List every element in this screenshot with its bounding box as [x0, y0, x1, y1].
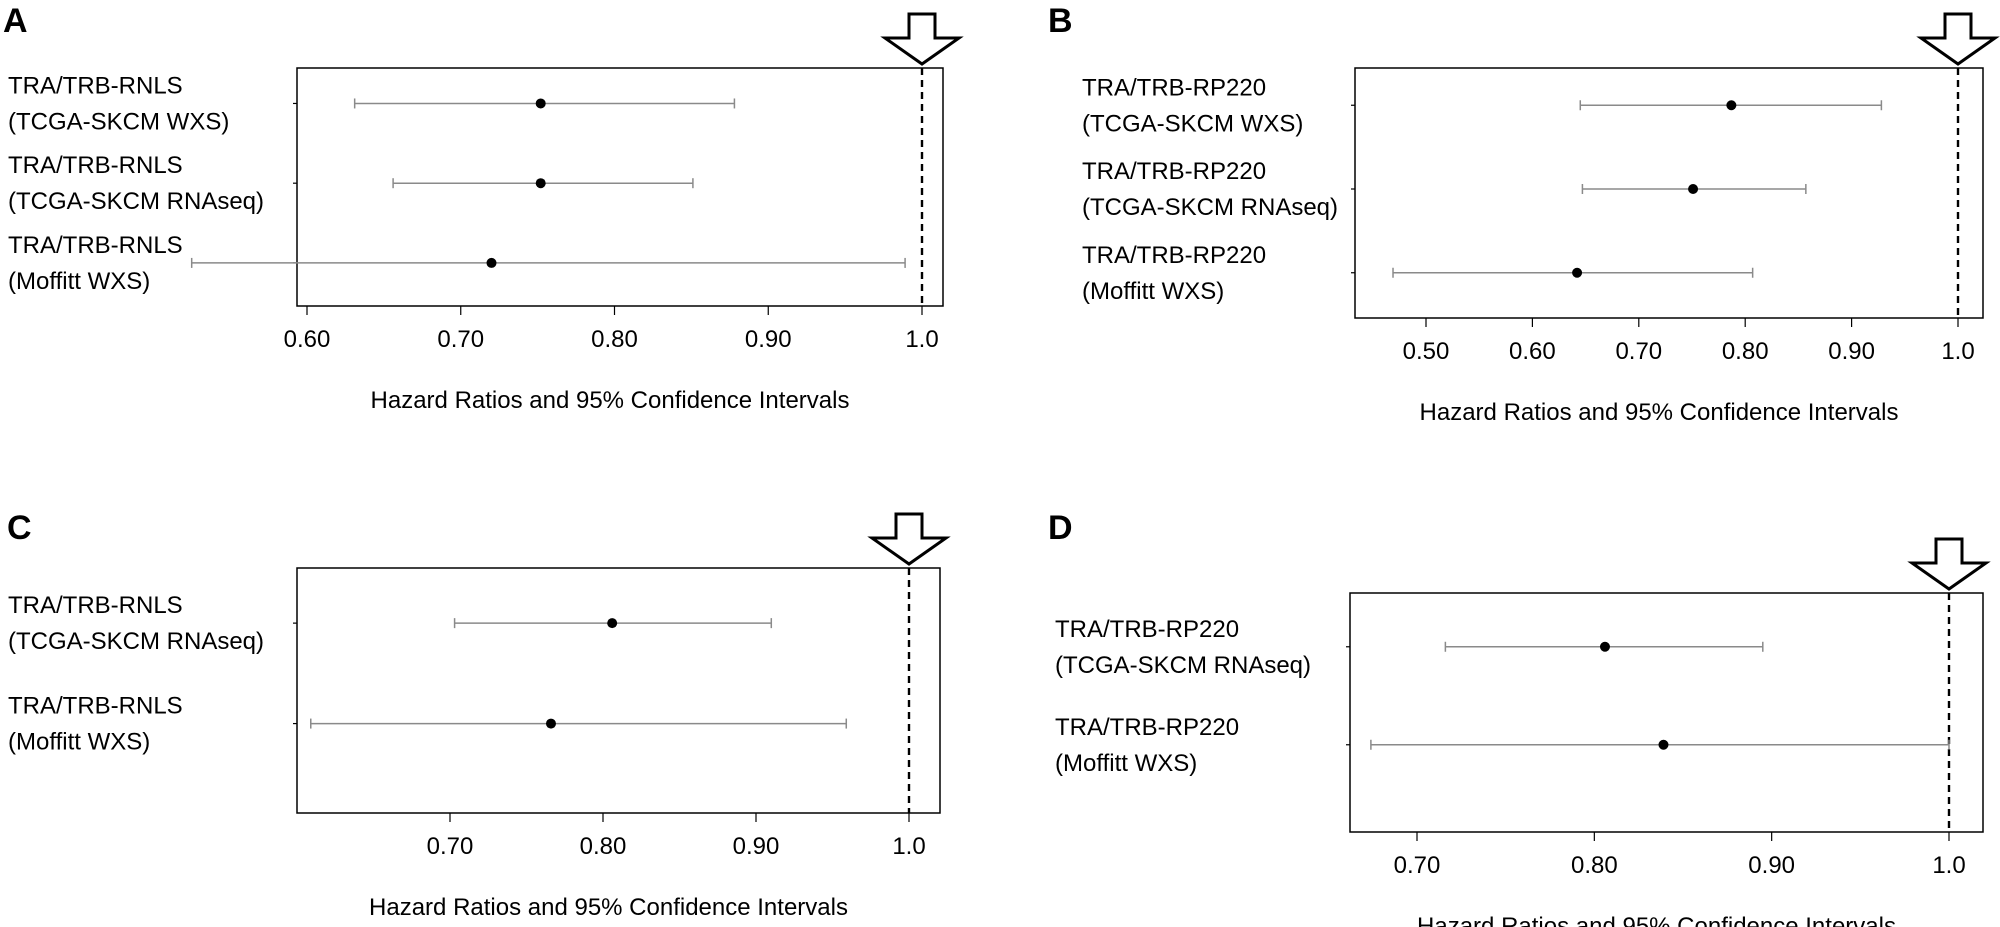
- down-arrow-icon: [880, 12, 964, 66]
- row-label-marker: TRA/TRB-RNLS: [8, 592, 183, 619]
- x-tick-label: 0.80: [591, 326, 638, 353]
- x-axis-label: Hazard Ratios and 95% Confidence Interva…: [1420, 399, 1899, 426]
- row-label-marker: TRA/TRB-RP220: [1082, 158, 1266, 185]
- hazard-ratio-point: [1726, 100, 1737, 111]
- row-label-marker: TRA/TRB-RP220: [1082, 74, 1266, 101]
- x-tick-label: 1.0: [1932, 852, 1965, 879]
- hazard-ratio-point: [535, 98, 546, 109]
- x-tick-label: 0.70: [1615, 338, 1662, 365]
- down-arrow-icon: [1916, 12, 2000, 66]
- plot-frame: [296, 67, 944, 307]
- x-axis-label: Hazard Ratios and 95% Confidence Interva…: [1417, 913, 1896, 927]
- x-axis-label: Hazard Ratios and 95% Confidence Interva…: [371, 387, 850, 414]
- x-tick-label: 0.90: [1828, 338, 1875, 365]
- row-label-cohort: (TCGA-SKCM RNAseq): [8, 628, 264, 655]
- x-tick-label: 1.0: [905, 326, 938, 353]
- down-arrow-icon: [1907, 537, 1991, 591]
- hazard-ratio-point: [545, 718, 556, 729]
- x-axis-label: Hazard Ratios and 95% Confidence Interva…: [369, 894, 848, 921]
- row-label-cohort: (TCGA-SKCM RNAseq): [8, 188, 264, 215]
- x-tick-label: 0.70: [437, 326, 484, 353]
- hazard-ratio-point: [1572, 267, 1583, 278]
- row-label-cohort: (Moffitt WXS): [1082, 278, 1224, 305]
- x-tick-label: 0.90: [733, 833, 780, 860]
- x-tick-label: 1.0: [892, 833, 925, 860]
- panel-letter-d: D: [1048, 509, 1073, 547]
- forest-plot-d: 0.70 0.80 0.90 1.0 Hazard Ratios and 95% Con…: [1055, 537, 1991, 927]
- x-tick-label: 0.90: [745, 326, 792, 353]
- x-tick-label: 1.0: [1941, 338, 1974, 365]
- row-label-cohort: (Moffitt WXS): [1055, 750, 1197, 777]
- row-label-marker: TRA/TRB-RNLS: [8, 152, 183, 179]
- hazard-ratio-point: [1599, 641, 1610, 652]
- forest-plot-c: 0.70 0.80 0.90 1.0 Hazard Ratios and 95% Con…: [8, 512, 951, 921]
- row-label-marker: TRA/TRB-RP220: [1055, 714, 1239, 741]
- row-label-cohort: (TCGA-SKCM WXS): [1082, 110, 1303, 137]
- plot-frame: [296, 567, 941, 814]
- hazard-ratio-point: [607, 618, 618, 629]
- x-tick-label: 0.80: [1722, 338, 1769, 365]
- x-tick-label: 0.70: [427, 833, 474, 860]
- row-label-cohort: (Moffitt WXS): [8, 268, 150, 295]
- row-label-marker: TRA/TRB-RNLS: [8, 693, 183, 720]
- row-label-marker: TRA/TRB-RP220: [1055, 616, 1239, 643]
- hazard-ratio-point: [1658, 739, 1669, 750]
- down-arrow-icon: [867, 512, 951, 566]
- hazard-ratio-point: [535, 178, 546, 189]
- row-label-marker: TRA/TRB-RP220: [1082, 242, 1266, 269]
- plot-frame: [1349, 592, 1984, 833]
- hazard-ratio-point: [1688, 184, 1699, 194]
- hazard-ratio-point: [486, 257, 497, 268]
- row-label-cohort: (TCGA-SKCM RNAseq): [1082, 194, 1338, 221]
- forest-plot-a: 0.60 0.70 0.80 0.90 1.0 Hazard Ratios and 95%…: [8, 12, 964, 414]
- panel-letter-b: B: [1048, 2, 1073, 40]
- panel-letter-c: C: [7, 509, 32, 547]
- x-tick-label: 0.80: [580, 833, 627, 860]
- row-label-cohort: (TCGA-SKCM WXS): [8, 108, 229, 135]
- row-label-cohort: (Moffitt WXS): [8, 729, 150, 756]
- row-label-marker: TRA/TRB-RNLS: [8, 72, 183, 99]
- x-tick-label: 0.80: [1571, 852, 1618, 879]
- x-tick-label: 0.90: [1748, 852, 1795, 879]
- x-tick-label: 0.60: [284, 326, 331, 353]
- plot-frame: [1354, 67, 1984, 319]
- row-label-cohort: (TCGA-SKCM RNAseq): [1055, 652, 1311, 679]
- panel-letter-a: A: [3, 2, 28, 40]
- row-label-marker: TRA/TRB-RNLS: [8, 232, 183, 259]
- x-tick-label: 0.70: [1394, 852, 1441, 879]
- x-tick-label: 0.60: [1509, 338, 1556, 365]
- forest-plot-b: 0.50 0.60 0.70 0.80 0.90 1.0 Hazard Ratios and…: [1082, 12, 2000, 426]
- x-tick-label: 0.50: [1403, 338, 1450, 365]
